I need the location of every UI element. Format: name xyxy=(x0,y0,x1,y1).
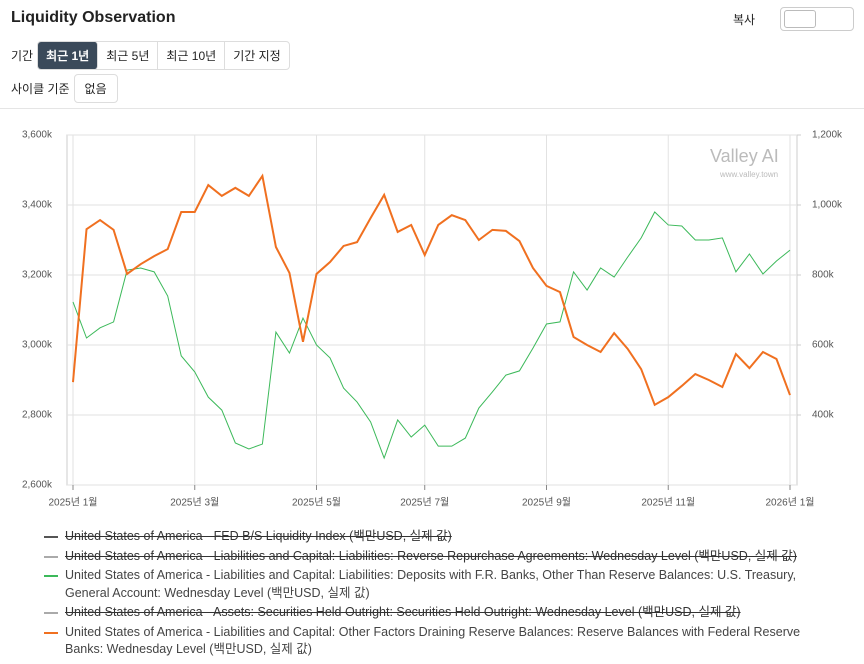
y-tick-label: 3,600k xyxy=(22,130,53,141)
x-tick-label: 2026년 1월 xyxy=(766,497,815,509)
legend-text: United States of America - Liabilities a… xyxy=(65,624,801,657)
legend-item[interactable]: United States of America - Liabilities a… xyxy=(44,548,834,566)
x-tick-label: 2025년 7월 xyxy=(400,497,449,509)
legend-swatch xyxy=(44,536,58,538)
y2-tick-label: 400k xyxy=(812,410,835,421)
legend-swatch xyxy=(44,612,58,614)
watermark-url: www.valley.town xyxy=(719,170,778,179)
chart: Valley AI www.valley.town 2,600k 2,800k 3,… xyxy=(22,130,843,509)
cycle-select[interactable]: 없음 xyxy=(73,74,118,103)
period-row: 기간 최근 1년 최근 5년 최근 10년 기간 지정 xyxy=(11,41,290,70)
series-line xyxy=(72,173,791,407)
legend-item[interactable]: United States of America - FED B/S Liqui… xyxy=(44,528,834,546)
legend-swatch xyxy=(44,575,58,577)
period-button[interactable]: 기간 지정 xyxy=(233,49,281,63)
x-tick-label: 2025년 3월 xyxy=(170,497,219,509)
view-toggle[interactable] xyxy=(780,7,854,31)
legend-item[interactable]: United States of America - Liabilities a… xyxy=(44,567,834,602)
y-tick-label: 2,800k xyxy=(22,410,53,421)
legend-item[interactable]: United States of America - Assets: Secur… xyxy=(44,604,834,622)
y-tick-label: 3,400k xyxy=(22,200,53,211)
period-button[interactable]: 최근 5년 xyxy=(98,42,159,69)
legend-text: United States of America - Assets: Secur… xyxy=(65,605,741,619)
cycle-label: 사이클 기준 xyxy=(11,82,70,96)
period-button[interactable]: 최근 1년 xyxy=(38,42,99,69)
period-button[interactable]: 최근 10년 xyxy=(158,42,226,69)
y-tick-label: 2,600k xyxy=(22,480,53,491)
copy-button[interactable]: 복사 xyxy=(733,13,756,27)
x-tick-label: 2025년 9월 xyxy=(522,497,571,509)
y2-tick-label: 800k xyxy=(812,270,835,281)
legend-text: United States of America - Liabilities a… xyxy=(65,548,797,563)
x-tick-label: 2025년 1월 xyxy=(49,497,98,509)
legend-text: United States of America - FED B/S Liqui… xyxy=(65,529,452,543)
x-tick-label: 2025년 11월 xyxy=(641,497,695,509)
plot-frame xyxy=(66,134,798,486)
legend: United States of America - FED B/S Liqui… xyxy=(44,528,834,661)
y-tick-label: 3,000k xyxy=(22,340,53,351)
header: Liquidity Observation 복사 기간 최근 1년 최근 5년 … xyxy=(0,0,864,109)
cycle-row: 사이클 기준 없음 xyxy=(11,74,118,103)
y2-tick-label: 600k xyxy=(812,340,835,351)
legend-item[interactable]: United States of America - Liabilities a… xyxy=(44,624,834,659)
period-buttons: 최근 1년 최근 5년 최근 10년 기간 지정 xyxy=(37,41,290,70)
title: Liquidity Observation xyxy=(11,9,176,26)
legend-text: United States of America - Liabilities a… xyxy=(65,568,797,600)
x-tick-label: 2025년 5월 xyxy=(292,497,341,509)
series-line xyxy=(72,211,791,460)
legend-swatch xyxy=(44,555,58,558)
legend-swatch xyxy=(44,631,58,634)
watermark-brand: Valley AI xyxy=(710,146,779,166)
y-tick-label: 3,200k xyxy=(22,270,53,281)
period-label: 기간 xyxy=(11,49,34,63)
y2-tick-label: 1,200k xyxy=(812,130,843,141)
line-view[interactable] xyxy=(784,10,816,28)
y2-tick-label: 1,000k xyxy=(812,200,843,211)
